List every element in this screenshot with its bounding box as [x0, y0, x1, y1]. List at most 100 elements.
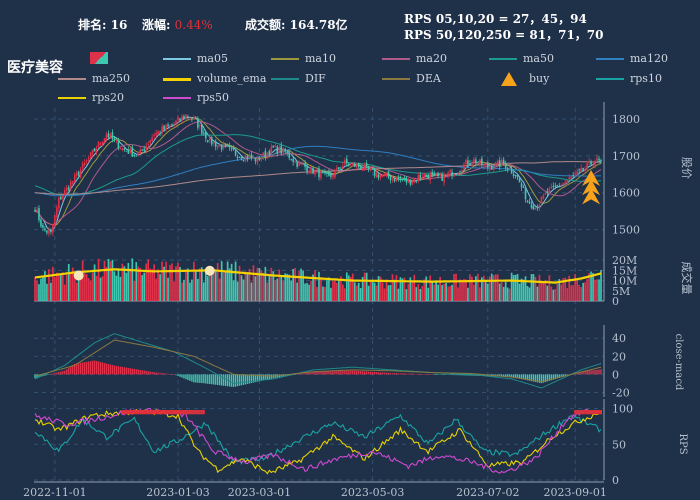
volume-ema-line [34, 268, 602, 284]
macd-hist-bar [592, 370, 594, 375]
volume-bar [393, 279, 396, 301]
candle-body [276, 146, 279, 154]
macd-hist-bar [330, 371, 332, 375]
legend-swatch-ma05 [163, 58, 191, 60]
volume-bar [218, 278, 221, 301]
macd-hist-bar [385, 372, 388, 375]
macd-hist-bar [504, 374, 507, 377]
candle-body [463, 164, 465, 170]
macd-hist-bar [409, 373, 412, 375]
volume-bar [316, 286, 318, 301]
volume-bar [580, 287, 582, 301]
volume-bar [206, 276, 209, 301]
macd-hist-bar [459, 374, 461, 376]
volume-bar [391, 274, 394, 301]
candle-body [471, 161, 473, 165]
volume-bar [471, 276, 473, 301]
candle-body [318, 168, 320, 178]
volume-bar [52, 266, 54, 301]
price-tick-label: 1500 [612, 224, 640, 237]
candle-body [46, 230, 48, 233]
candle-body [38, 208, 40, 221]
candle-body [566, 179, 569, 184]
legend-item-rps50: rps50 [163, 91, 229, 104]
candle-body [445, 174, 447, 176]
candle-body [260, 157, 263, 160]
volume-bar [155, 278, 157, 301]
red-candle-swatch [90, 52, 108, 64]
macd-hist-bar [516, 374, 519, 379]
volume-bar [276, 278, 279, 301]
volume-bar [596, 279, 598, 301]
volume-bar [197, 278, 199, 301]
legend-swatch-ma250 [58, 78, 86, 80]
macd-hist-bar [407, 373, 410, 375]
macd-hist-bar [413, 373, 416, 375]
candle-body [373, 170, 376, 176]
macd-hist-bar [518, 374, 521, 379]
volume-bar [294, 267, 296, 301]
candle-body [101, 142, 104, 145]
macd-hist-bar [163, 373, 165, 375]
volume-bar [395, 275, 398, 301]
macd-hist-bar [203, 374, 205, 384]
legend-swatch-volume-ema [163, 77, 191, 81]
volume-bar [524, 276, 527, 301]
candle-body [447, 172, 449, 177]
volume-bar [381, 282, 384, 301]
macd-hist-bar [463, 374, 465, 376]
macd-hist-bar [594, 369, 596, 375]
candle-body [153, 135, 155, 137]
macd-hist-bar [439, 374, 441, 375]
candle-body [266, 152, 269, 159]
volume-bar [482, 275, 485, 301]
macd-hist-bar [213, 374, 215, 385]
candle-body [526, 200, 529, 202]
volume-bar [594, 279, 596, 301]
volume-bar [264, 266, 267, 301]
volume-bar [411, 281, 414, 301]
macd-hist-bar [115, 365, 118, 375]
volume-bar [204, 269, 207, 301]
ma-line-ma50 [34, 134, 601, 196]
candle-body [336, 167, 338, 170]
macd-hist-bar [431, 374, 433, 375]
candle-body [522, 187, 525, 189]
candle-body [532, 206, 535, 210]
buy-signal-marker [582, 170, 601, 186]
macd-hist-bar [222, 374, 225, 386]
volume-bar [151, 269, 154, 301]
candle-body [40, 219, 42, 227]
candle-body [598, 158, 600, 161]
candle-body [286, 151, 289, 153]
candle-body [349, 163, 352, 165]
macd-hist-bar [159, 372, 161, 375]
macd-hist-bar [76, 363, 78, 375]
volume-bar [195, 269, 197, 301]
candle-body [123, 148, 126, 150]
legend-item-ma250: ma250 [58, 72, 130, 85]
ma-line-ma250 [34, 161, 602, 195]
candle-body [590, 161, 592, 165]
price-tick-label: 1600 [612, 187, 640, 200]
macd-hist-bar [387, 372, 390, 375]
macd-hist-bar [455, 374, 457, 376]
candle-body [204, 131, 207, 139]
candle-body [157, 131, 159, 135]
volume-bar [75, 282, 78, 301]
macd-hist-bar [103, 363, 106, 375]
volume-bar [296, 282, 298, 301]
volume-bar [56, 272, 58, 301]
volume-bar [67, 264, 70, 301]
legend-item-ma05: ma05 [163, 52, 228, 65]
macd-hist-bar [70, 366, 72, 375]
macd-hist-bar [248, 374, 251, 384]
volume-bar [288, 274, 291, 301]
volume-bar [226, 261, 229, 301]
volume-bar [248, 268, 251, 301]
volume-bar [465, 279, 467, 301]
volume-bar [590, 271, 592, 301]
macd-hist-bar [111, 365, 114, 375]
volume-bar [306, 282, 308, 301]
volume-bar [415, 287, 418, 301]
